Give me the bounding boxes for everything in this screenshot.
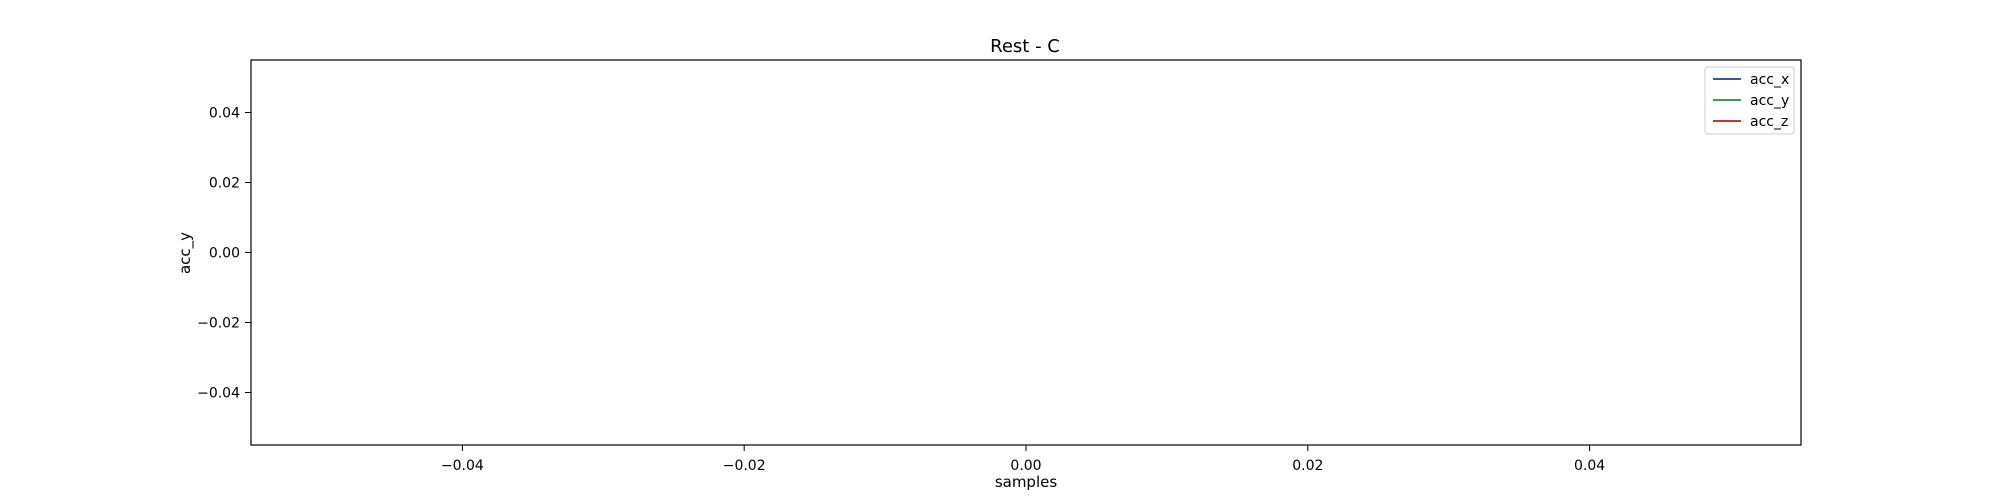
legend: acc_x acc_y acc_z xyxy=(1704,66,1795,135)
legend-label-acc-x: acc_x xyxy=(1750,72,1789,88)
x-tick-label: 0.04 xyxy=(1574,458,1605,474)
y-axis-label: acc_y xyxy=(176,232,195,274)
x-axis: −0.04 −0.02 0.00 0.02 0.04 xyxy=(441,445,1605,474)
x-axis-label: samples xyxy=(995,473,1058,491)
chart-title: Rest - C xyxy=(990,36,1060,57)
y-tick-label: 0.02 xyxy=(209,176,240,192)
x-tick-label: 0.00 xyxy=(1010,458,1041,474)
y-tick-label: 0.00 xyxy=(209,246,240,262)
y-axis: −0.04 −0.02 0.00 0.02 0.04 xyxy=(197,106,251,402)
legend-label-acc-y: acc_y xyxy=(1750,93,1789,109)
x-tick-label: −0.04 xyxy=(441,458,484,474)
x-tick-label: −0.02 xyxy=(723,458,766,474)
y-tick-label: −0.04 xyxy=(197,386,240,402)
plot-area xyxy=(250,59,1802,446)
legend-box xyxy=(1704,66,1795,135)
legend-label-acc-z: acc_z xyxy=(1750,114,1788,130)
x-tick-label: 0.02 xyxy=(1292,458,1323,474)
y-tick-label: 0.04 xyxy=(209,106,240,122)
y-tick-label: −0.02 xyxy=(197,316,240,332)
